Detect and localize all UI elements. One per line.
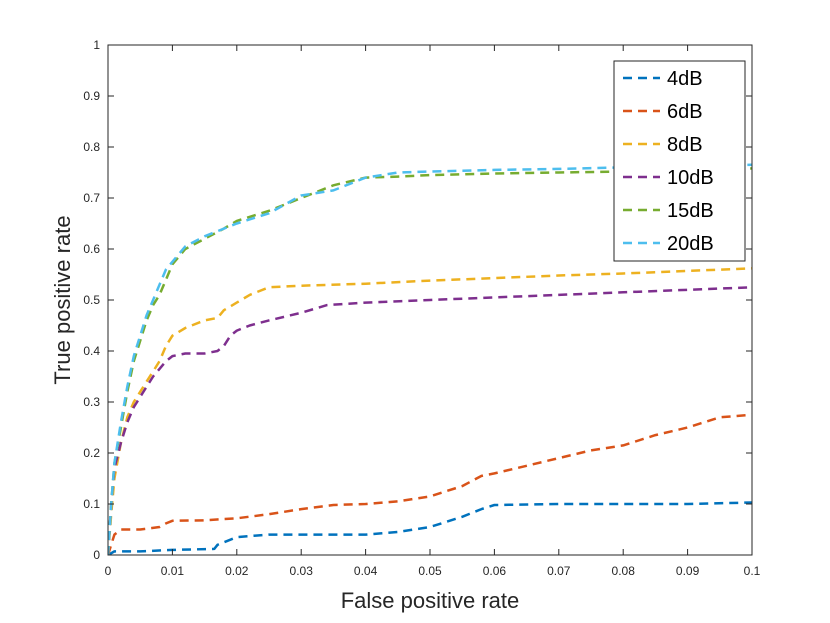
y-tick-label: 0.8 <box>83 140 100 154</box>
series-line-20dB <box>108 163 752 555</box>
y-tick-label: 0.6 <box>83 242 100 256</box>
x-axis-title: False positive rate <box>341 588 520 613</box>
y-axis-title: True positive rate <box>50 215 75 384</box>
y-tick-label: 0.2 <box>83 446 100 460</box>
legend-label-10dB: 10dB <box>667 167 714 189</box>
legend-label-15dB: 15dB <box>667 200 714 222</box>
series-line-4dB <box>108 501 752 555</box>
y-tick-label: 0.4 <box>83 344 100 358</box>
x-tick-label: 0.02 <box>225 564 249 578</box>
x-tick-label: 0.06 <box>483 564 507 578</box>
x-tick-label: 0.01 <box>161 564 185 578</box>
ticks-layer: 0 0.01 0.02 0.03 0.04 0.05 0.06 0.07 0.08 0.09 0.1… <box>83 38 760 578</box>
series-line-8dB <box>108 267 752 555</box>
y-tick-label: 0.3 <box>83 395 100 409</box>
y-tick-label: 0.5 <box>83 293 100 307</box>
legend-label-8dB: 8dB <box>667 134 703 156</box>
legend-label-20dB: 20dB <box>667 233 714 255</box>
y-tick-label: 0.7 <box>83 191 100 205</box>
x-tick-label: 0.04 <box>354 564 378 578</box>
y-tick-label: 0 <box>93 548 100 562</box>
y-tick-label: 1 <box>93 38 100 52</box>
x-tick-label: 0.09 <box>676 564 700 578</box>
series-line-10dB <box>108 286 752 555</box>
x-tick-label: 0.1 <box>744 564 761 578</box>
y-tick-label: 0.9 <box>83 89 100 103</box>
series-line-6dB <box>108 413 752 555</box>
series-layer <box>108 163 752 555</box>
legend-label-6dB: 6dB <box>667 101 703 123</box>
legend-box <box>613 60 746 262</box>
x-tick-label: 0.08 <box>612 564 636 578</box>
y-tick-label: 0.1 <box>83 497 100 511</box>
legend: 4dB 6dB 8dB 10dB 15dB 20dB <box>613 60 746 262</box>
x-tick-label: 0.05 <box>418 564 442 578</box>
legend-label-4dB: 4dB <box>667 68 703 90</box>
x-tick-label: 0 <box>105 564 112 578</box>
x-tick-label: 0.07 <box>547 564 571 578</box>
x-tick-label: 0.03 <box>290 564 314 578</box>
